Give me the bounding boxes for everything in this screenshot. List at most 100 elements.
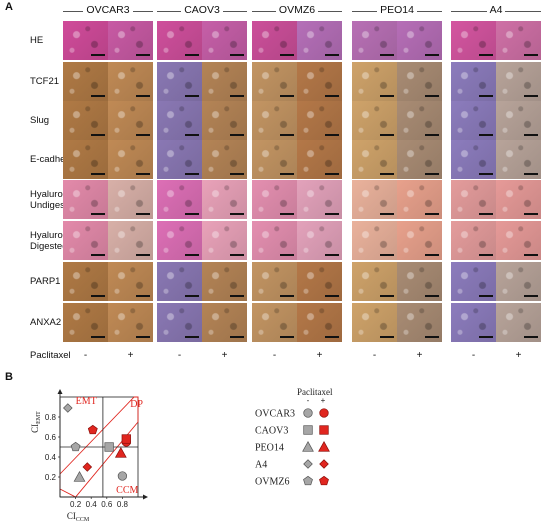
dp-label: DP xyxy=(130,399,143,410)
micrograph-tile xyxy=(157,180,202,219)
legend-entry-label: PEO14 xyxy=(255,443,284,454)
data-point-peo14 xyxy=(73,470,86,482)
scale-bar xyxy=(380,336,394,338)
micrograph-tile xyxy=(157,101,202,140)
scale-bar xyxy=(136,295,150,297)
row-label-line: PARP1 xyxy=(30,276,61,287)
scale-bar xyxy=(136,254,150,256)
micrograph-tile xyxy=(252,21,297,60)
treatment-value: - xyxy=(83,350,88,361)
x-axis-label: CICCM xyxy=(67,511,90,523)
scale-bar xyxy=(425,54,439,56)
row-label-line: Undigested xyxy=(30,199,79,211)
micrograph-tile xyxy=(352,21,397,60)
micrograph-tile xyxy=(108,140,153,179)
treatment-value: + xyxy=(221,350,228,361)
scale-bar xyxy=(185,213,199,215)
scale-bar xyxy=(185,173,199,175)
row-label-line: ANXA2 xyxy=(30,317,62,328)
row-label-line: Slug xyxy=(30,115,50,126)
micrograph-tile xyxy=(108,21,153,60)
y-tick-label: 0.6 xyxy=(45,433,57,442)
legend-marker-plus xyxy=(319,459,329,469)
micrograph-tile xyxy=(202,62,247,101)
x-tick-label: 0.8 xyxy=(117,500,129,509)
micrograph-tile xyxy=(451,303,496,342)
scale-bar xyxy=(325,213,339,215)
micrograph-tile xyxy=(108,221,153,260)
micrograph-tile xyxy=(157,140,202,179)
row-label-line: Hyaluronan xyxy=(30,188,79,200)
scale-bar xyxy=(325,336,339,338)
emt-label: EMT xyxy=(76,396,97,407)
legend-marker-minus xyxy=(303,425,313,435)
column-header-label: OVMZ6 xyxy=(275,4,319,16)
scale-bar xyxy=(136,134,150,136)
legend-marker-plus xyxy=(319,425,329,435)
scale-bar xyxy=(524,54,538,56)
micrograph-tile xyxy=(451,221,496,260)
data-point-ovmz6 xyxy=(87,424,98,435)
micrograph-tile xyxy=(496,62,541,101)
micrograph-tile xyxy=(63,21,108,60)
scale-bar xyxy=(325,295,339,297)
micrograph-tile xyxy=(202,221,247,260)
scale-bar xyxy=(280,173,294,175)
scale-bar xyxy=(91,54,105,56)
legend-marker-minus xyxy=(303,459,313,469)
legend-entry-label: OVCAR3 xyxy=(255,409,295,420)
scale-bar xyxy=(425,295,439,297)
micrograph-tile xyxy=(252,303,297,342)
y-tick-label: 0.2 xyxy=(45,473,57,482)
scale-bar xyxy=(280,134,294,136)
scale-bar xyxy=(91,213,105,215)
data-point-caov3 xyxy=(104,442,114,452)
scale-bar xyxy=(325,54,339,56)
data-point-a4 xyxy=(82,462,93,472)
micrograph-tile xyxy=(397,21,442,60)
scale-bar xyxy=(280,254,294,256)
micrograph-tile xyxy=(202,303,247,342)
micrograph-tile xyxy=(352,303,397,342)
row-label: E-cadherin xyxy=(30,154,76,165)
treatment-value: - xyxy=(471,350,476,361)
micrograph-tile xyxy=(63,140,108,179)
scale-bar xyxy=(524,173,538,175)
micrograph-tile xyxy=(496,140,541,179)
scale-bar xyxy=(230,54,244,56)
legend-marker-plus xyxy=(318,440,330,452)
panel-b-letter: B xyxy=(5,371,13,383)
ccm-label: CCM xyxy=(116,485,138,496)
row-label-line: E-cadherin xyxy=(30,154,76,165)
micrograph-tile xyxy=(252,221,297,260)
scale-bar xyxy=(425,254,439,256)
scale-bar xyxy=(479,134,493,136)
column-header-label: PEO14 xyxy=(377,4,417,16)
scale-bar xyxy=(280,295,294,297)
scale-bar xyxy=(524,254,538,256)
micrograph-tile xyxy=(202,21,247,60)
micrograph-tile xyxy=(496,303,541,342)
micrograph-tile xyxy=(63,180,108,219)
row-label-line: Digested xyxy=(30,240,68,252)
scale-bar xyxy=(479,95,493,97)
y-tick-label: 0.8 xyxy=(45,413,57,422)
scale-bar xyxy=(280,336,294,338)
scale-bar xyxy=(280,95,294,97)
y-axis-label: CIEMT xyxy=(30,411,42,433)
micrograph-tile xyxy=(397,262,442,301)
data-point-peo14 xyxy=(114,446,127,458)
column-header-ovmz6: OVMZ6 xyxy=(252,4,342,18)
micrograph-tile xyxy=(202,140,247,179)
y-axis-arrow xyxy=(57,389,63,394)
micrograph-tile xyxy=(297,140,342,179)
scale-bar xyxy=(230,95,244,97)
scale-bar xyxy=(185,336,199,338)
micrograph-tile xyxy=(496,180,541,219)
panel-a-letter: A xyxy=(5,1,13,13)
scale-bar xyxy=(425,336,439,338)
micrograph-tile xyxy=(108,101,153,140)
micrograph-tile xyxy=(397,221,442,260)
data-point-a4 xyxy=(63,403,73,413)
